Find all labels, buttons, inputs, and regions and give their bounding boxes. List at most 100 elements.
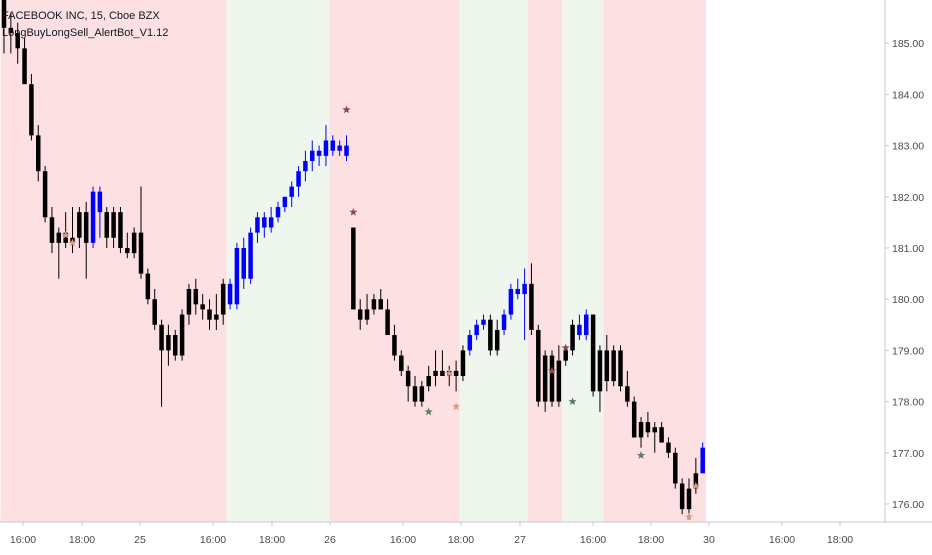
candle-body[interactable] <box>118 212 123 248</box>
candle-body[interactable] <box>584 314 589 336</box>
candle-body[interactable] <box>83 212 89 243</box>
candle-body[interactable] <box>556 360 562 402</box>
candle-body[interactable] <box>501 314 507 330</box>
candle-body[interactable] <box>173 335 178 356</box>
candle-body[interactable] <box>440 370 445 376</box>
candle-body[interactable] <box>125 248 130 254</box>
candle-body[interactable] <box>179 314 185 356</box>
candle-body[interactable] <box>241 248 247 279</box>
candle-body[interactable] <box>460 350 466 376</box>
candle-body[interactable] <box>15 32 20 49</box>
candle-body[interactable] <box>138 232 144 274</box>
candle-body[interactable] <box>77 212 82 238</box>
candle-body[interactable] <box>378 299 384 310</box>
candle-body[interactable] <box>488 319 493 351</box>
candle-body[interactable] <box>364 309 370 320</box>
candle-body[interactable] <box>330 140 336 151</box>
candle-body[interactable] <box>590 314 596 392</box>
candle-body[interactable] <box>227 283 233 305</box>
candle-body[interactable] <box>399 355 404 371</box>
candle-body[interactable] <box>618 350 623 387</box>
candle-body[interactable] <box>323 140 329 156</box>
candle-body[interactable] <box>159 324 164 351</box>
candle-body[interactable] <box>412 386 418 402</box>
candle-body[interactable] <box>104 212 110 238</box>
candle-body[interactable] <box>303 160 308 172</box>
candle-body[interactable] <box>659 427 664 443</box>
candle-body[interactable] <box>693 473 699 489</box>
candle-body[interactable] <box>357 309 363 320</box>
candle-body[interactable] <box>49 217 55 243</box>
candle-body[interactable] <box>296 171 301 187</box>
candle-body[interactable] <box>220 283 226 315</box>
candle-body[interactable] <box>262 217 267 228</box>
candle-body[interactable] <box>522 283 527 295</box>
candle-body[interactable] <box>207 309 212 320</box>
candle-body[interactable] <box>36 135 41 172</box>
candle-body[interactable] <box>392 335 397 356</box>
candle-body[interactable] <box>56 232 62 243</box>
candle-body[interactable] <box>351 227 356 310</box>
candle-body[interactable] <box>570 324 575 351</box>
candle-body[interactable] <box>152 299 157 325</box>
candle-body[interactable] <box>145 273 151 300</box>
candle-body[interactable] <box>275 207 281 218</box>
candle-body[interactable] <box>1 0 7 28</box>
candle-body[interactable] <box>625 386 630 402</box>
candle-body[interactable] <box>8 27 14 33</box>
candle-body[interactable] <box>542 355 548 402</box>
candle-body[interactable] <box>426 376 431 387</box>
candle-body[interactable] <box>63 232 68 243</box>
candle-body[interactable] <box>611 350 616 382</box>
candle-body[interactable] <box>666 442 671 453</box>
candle-body[interactable] <box>700 447 705 474</box>
candle-body[interactable] <box>433 370 438 376</box>
candle-body[interactable] <box>29 84 34 136</box>
candle-body[interactable] <box>673 452 678 484</box>
indicator-title[interactable]: LongBuyLongSell_AlertBot_V1.12 <box>2 27 169 39</box>
candle-body[interactable] <box>686 488 692 510</box>
candle-body[interactable] <box>645 422 651 433</box>
candle-body[interactable] <box>405 370 411 387</box>
candle-body[interactable] <box>679 483 685 510</box>
candle-body[interactable] <box>371 299 377 310</box>
candle-body[interactable] <box>549 355 555 402</box>
candle-body[interactable] <box>310 150 315 161</box>
candle-body[interactable] <box>337 145 342 151</box>
candle-body[interactable] <box>234 248 240 305</box>
candle-body[interactable] <box>22 48 27 85</box>
candle-body[interactable] <box>638 422 644 438</box>
candle-body[interactable] <box>529 283 534 330</box>
candle-body[interactable] <box>536 329 541 402</box>
candle-body[interactable] <box>248 232 253 279</box>
candle-body[interactable] <box>604 350 610 382</box>
candle-body[interactable] <box>268 217 274 228</box>
candle-body[interactable] <box>385 309 390 336</box>
candle-body[interactable] <box>200 304 205 310</box>
candle-body[interactable] <box>453 370 459 376</box>
candle-body[interactable] <box>577 324 582 336</box>
candle-body[interactable] <box>474 324 479 336</box>
candle-body[interactable] <box>214 314 219 320</box>
candle-body[interactable] <box>282 196 288 208</box>
candle-body[interactable] <box>131 232 137 254</box>
candle-body[interactable] <box>90 191 96 243</box>
candle-body[interactable] <box>42 171 48 218</box>
candle-body[interactable] <box>255 217 260 233</box>
candle-body[interactable] <box>97 191 103 213</box>
candle-body[interactable] <box>597 350 603 392</box>
candle-body[interactable] <box>467 335 473 351</box>
candle-body[interactable] <box>289 186 294 197</box>
symbol-title[interactable]: FACEBOOK INC, 15, Cboe BZX <box>2 10 160 22</box>
candle-body[interactable] <box>652 427 658 433</box>
candle-body[interactable] <box>316 150 322 156</box>
candle-body[interactable] <box>494 329 500 351</box>
candle-body[interactable] <box>111 212 116 238</box>
candle-body[interactable] <box>186 288 192 315</box>
candle-body[interactable] <box>166 335 171 351</box>
candle-body[interactable] <box>515 288 521 295</box>
candle-body[interactable] <box>563 350 568 361</box>
candle-body[interactable] <box>631 401 637 438</box>
